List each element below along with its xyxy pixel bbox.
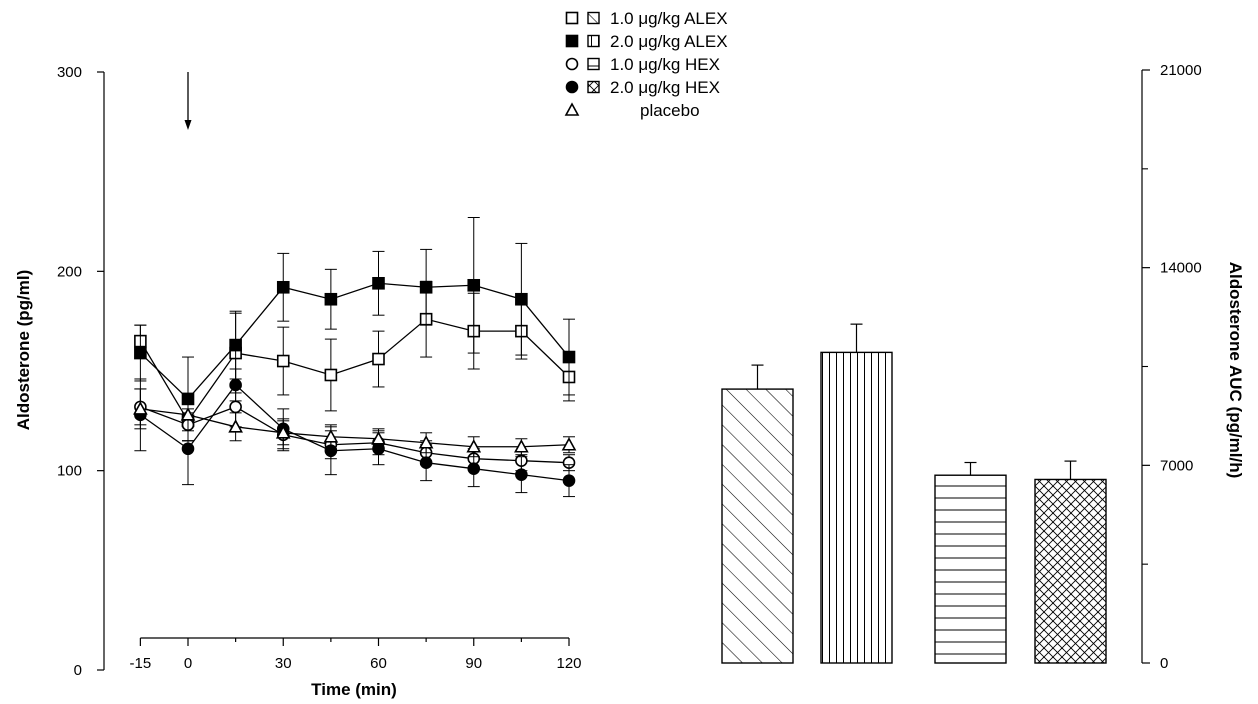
data-point [324,292,338,306]
bar-chart-bars [721,323,1107,664]
series-1-0-g-kg-alex [134,280,576,442]
data-point [181,442,195,456]
data-point [419,456,433,469]
series-1-0-g-kg-hex [134,386,576,472]
data-point [562,350,576,364]
legend-marker-open-square [565,11,579,25]
bar-y-tick-label: 7000 [1160,457,1193,474]
bar-2-0-g-kg-alex [820,323,893,664]
legend-entry-1-0-g-kg-hex: 1.0 μg/kg HEX [565,55,720,74]
y-tick-label: 300 [57,64,82,81]
legend-swatch-diagonal-hatch [587,11,600,25]
data-point [514,439,529,453]
legend-label: 2.0 μg/kg HEX [610,78,720,97]
series-2-0-g-kg-hex [134,368,576,498]
bar-chart-axis: 0 7000 14000 21000 [1141,62,1202,672]
legend-swatch-horizontal-hatch [587,57,600,71]
x-tick-label: -15 [130,655,152,672]
line-chart: 0 100 200 300 -15 0 30 60 90 120 Time (min) Aldos… [14,64,582,699]
bar [1034,478,1107,664]
data-point [229,378,242,392]
series-line [140,406,570,464]
y-tick-label: 0 [74,662,82,679]
legend-label: placebo [640,101,700,120]
y-tick-label: 100 [57,463,82,480]
bar [820,351,893,664]
legend-marker-filled-square [565,34,579,48]
bar-1-0-g-kg-alex [721,364,794,664]
legend-swatch-cross-hatch [587,80,600,94]
data-point [134,346,147,360]
data-point [419,280,433,294]
x-tick-label: 30 [275,655,292,672]
series-line [139,318,570,423]
bar [721,388,794,664]
x-tick-label: 60 [370,655,387,672]
bar [934,474,1007,664]
data-point [275,425,291,439]
bar-y-tick-label: 14000 [1160,260,1202,277]
arrow-head [184,120,192,130]
data-point [418,435,434,449]
data-point [562,474,576,487]
data-point [515,292,528,306]
data-point [180,407,196,421]
legend-entry-2-0-g-kg-alex: 2.0 μg/kg ALEX [565,32,728,51]
bar-2-0-g-kg-hex [1034,460,1107,664]
data-point [133,401,148,415]
series-placebo [133,388,577,458]
data-point [324,368,338,382]
series-2-0-g-kg-alex [134,217,576,442]
x-tick-label: 0 [184,655,192,672]
data-point [372,276,385,290]
x-axis-label: Time (min) [311,680,397,699]
x-tick-label: 90 [465,655,482,672]
data-point [276,280,290,294]
data-point [467,278,481,292]
bar-chart: 0 7000 14000 21000 Aldosterone AUC (pg/ml/h… [721,62,1245,672]
injection-arrow-icon [184,72,192,130]
data-point [323,429,339,443]
x-tick-label: 120 [556,655,581,672]
bar-1-0-g-kg-hex [934,461,1007,664]
data-point [561,437,577,451]
data-point [229,338,242,352]
legend-entry-2-0-g-kg-hex: 2.0 μg/kg HEX [565,78,720,97]
data-point [276,354,290,368]
data-point [467,462,481,475]
legend-swatch-vertical-hatch [587,34,600,48]
data-point [515,468,528,481]
line-chart-ticks: 0 100 200 300 -15 0 30 60 90 120 [57,64,582,679]
legend-label: 1.0 μg/kg HEX [610,55,720,74]
data-point [229,400,242,414]
y-tick-label: 200 [57,263,82,280]
data-point [372,352,385,366]
series-line [140,408,570,448]
legend: 1.0 μg/kg ALEX 2.0 μg/kg ALEX 1.0 μg/kg HE… [564,9,728,120]
legend-entry-1-0-g-kg-alex: 1.0 μg/kg ALEX [565,9,728,28]
data-point [371,431,386,445]
data-point [228,419,243,433]
legend-entry-placebo: placebo [564,101,700,120]
bar-y-axis-label: Aldosterone AUC (pg/ml/h) [1226,262,1245,479]
data-point [466,439,482,453]
y-axis-label: Aldosterone (pg/ml) [14,270,33,431]
legend-marker-open-circle [565,57,579,71]
series-line [139,282,570,400]
bar-y-tick-label: 0 [1160,655,1168,672]
legend-marker-open-triangle [564,102,580,116]
line-chart-axes [103,72,569,670]
bar-y-tick-label: 21000 [1160,62,1202,79]
series-line [139,383,570,482]
legend-label: 1.0 μg/kg ALEX [610,9,728,28]
line-chart-series [133,217,577,498]
legend-label: 2.0 μg/kg ALEX [610,32,728,51]
legend-marker-filled-circle [565,80,579,94]
